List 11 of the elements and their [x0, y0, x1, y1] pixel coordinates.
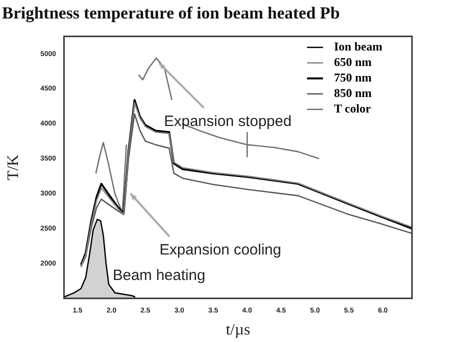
- legend-label: T color: [334, 101, 372, 116]
- y-axis-title: T/K: [4, 154, 22, 180]
- x-axis-title: t/µs: [226, 322, 250, 339]
- chart-title: Brightness temperature of ion beam heated Pb: [2, 4, 340, 23]
- annotation: Expansion cooling: [159, 242, 282, 259]
- annotation: Expansion stopped: [164, 112, 292, 130]
- legend-label: 850 nm: [334, 86, 372, 100]
- legend-label: 650 nm: [334, 54, 372, 69]
- legend-label: Ion beam: [334, 39, 382, 54]
- legend-label: 750 nm: [334, 70, 372, 84]
- annotation: Beam heating: [112, 267, 206, 284]
